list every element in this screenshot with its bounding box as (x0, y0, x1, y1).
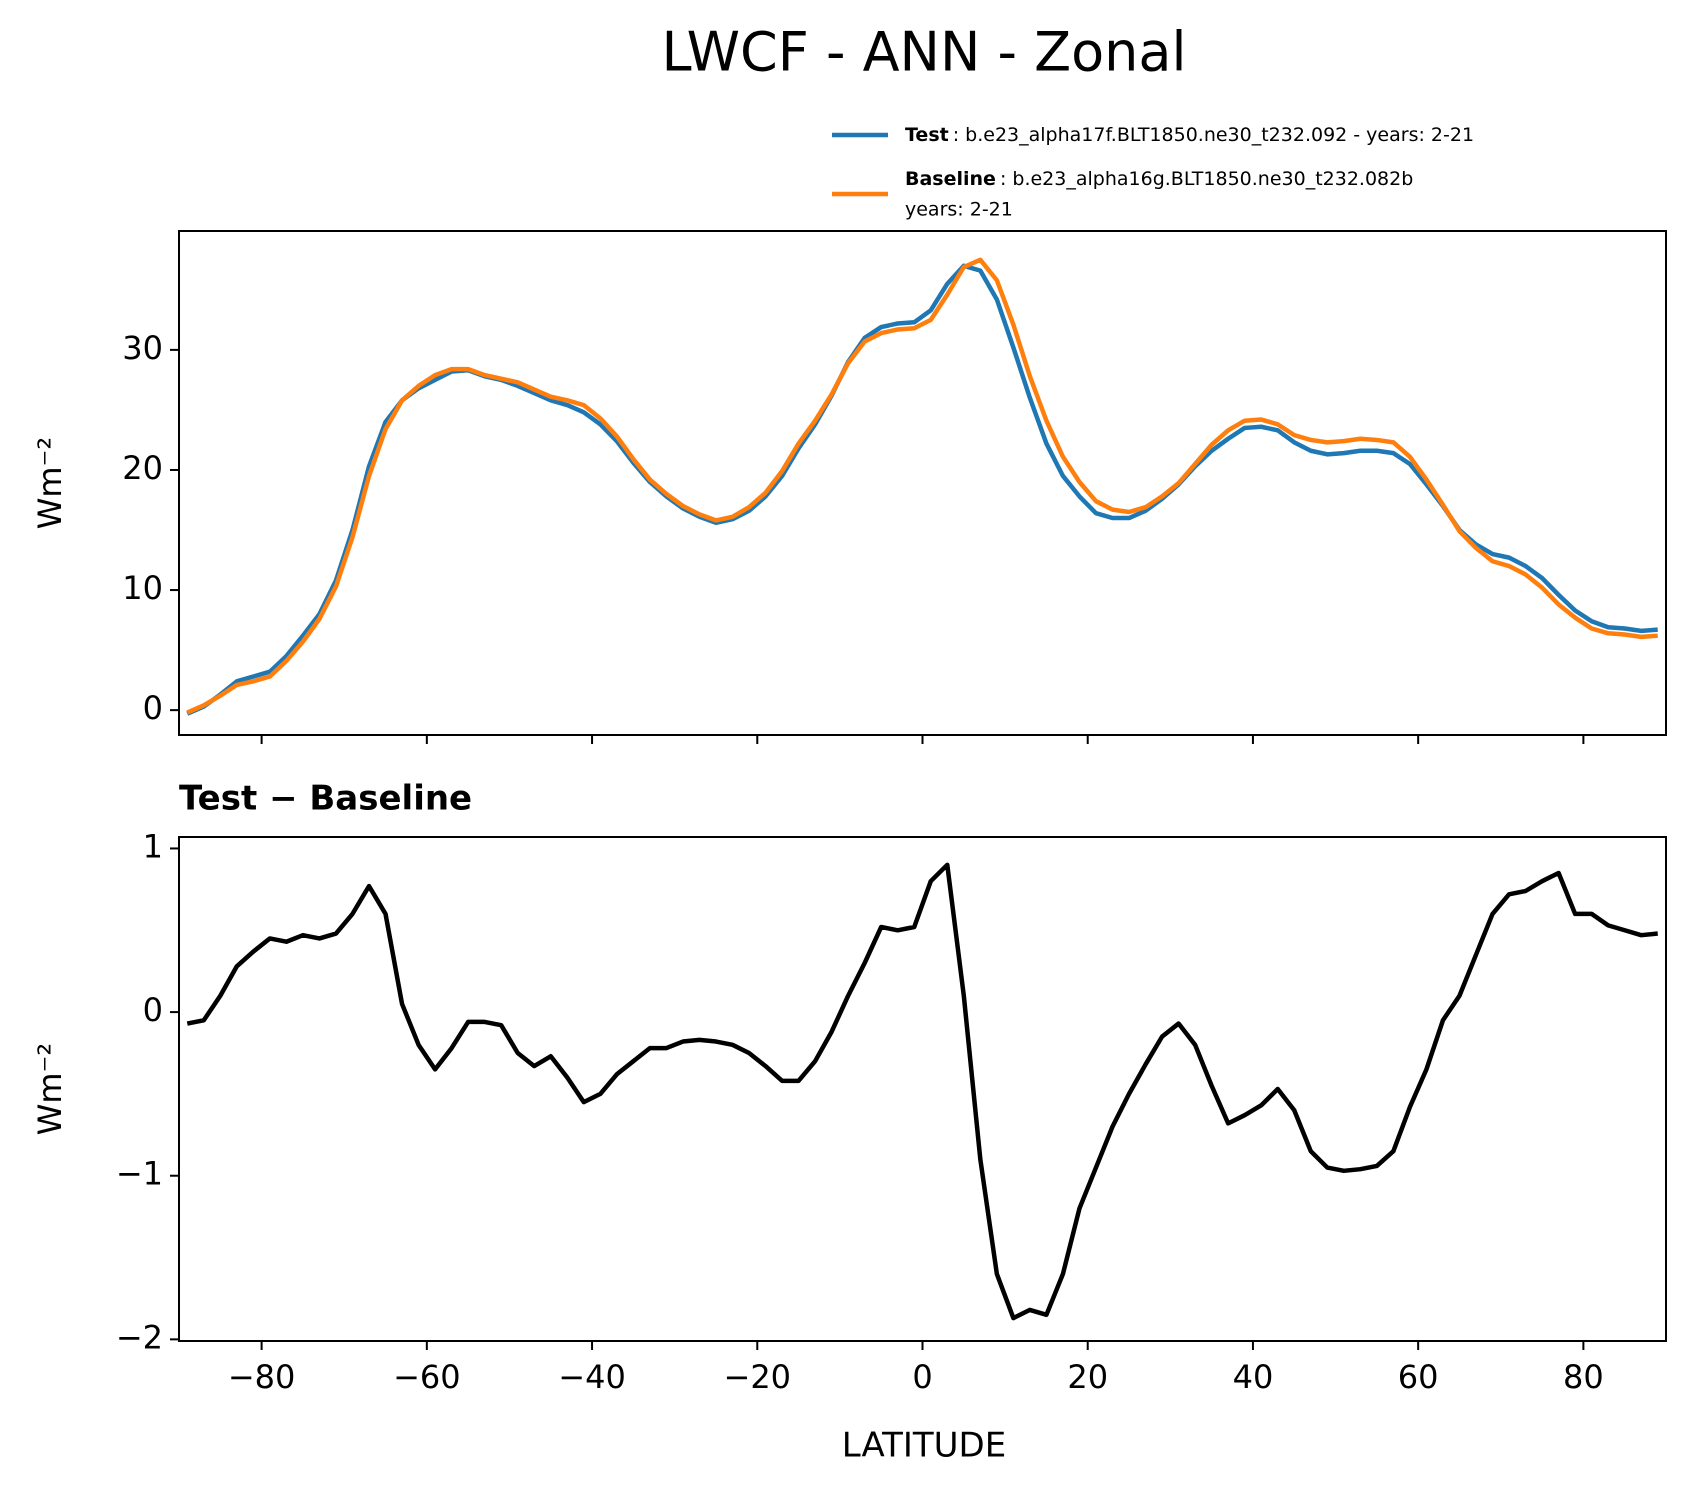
series-line (186, 263, 1658, 716)
x-tick-label: −20 (724, 1358, 792, 1396)
x-tick-label: −60 (393, 1358, 461, 1396)
y-tick-label: 10 (122, 569, 163, 607)
x-tick-label: −40 (558, 1358, 626, 1396)
legend-description: : b.e23_alpha16g.BLT1850.ne30_t232.082b (1000, 168, 1413, 190)
x-tick-label: 80 (1563, 1358, 1604, 1396)
series-line (186, 862, 1658, 1321)
x-tick-label: 20 (1067, 1358, 1108, 1396)
y-tick-label: 1 (143, 827, 163, 865)
plot-area (186, 862, 1658, 1321)
y-tick-label: 0 (143, 689, 163, 727)
subtitle: Test − Baseline (179, 779, 472, 819)
y-tick-label: −2 (116, 1318, 163, 1356)
y-tick-label: −1 (116, 1155, 163, 1193)
x-axis-label: LATITUDE (842, 1426, 1006, 1466)
legend-description: years: 2-21 (905, 199, 1013, 221)
y-tick-label: 30 (122, 329, 163, 367)
x-tick-label: 0 (912, 1358, 932, 1396)
plot-area (186, 257, 1658, 716)
legend-label: Test: b.e23_alpha17f.BLT1850.ne30_t232.0… (905, 124, 1474, 146)
y-axis-label: Wm⁻² (31, 1043, 69, 1136)
y-axis-label: Wm⁻² (31, 437, 69, 530)
x-tick-label: 60 (1398, 1358, 1439, 1396)
legend-name: Test (905, 124, 949, 146)
y-tick-label: 0 (143, 991, 163, 1029)
y-tick-label: 20 (122, 449, 163, 487)
legend-description: : b.e23_alpha17f.BLT1850.ne30_t232.092 -… (953, 124, 1474, 146)
x-tick-label: 40 (1233, 1358, 1274, 1396)
legend-label: Baseline: b.e23_alpha16g.BLT1850.ne30_t2… (905, 168, 1413, 190)
chart-title: LWCF - ANN - Zonal (662, 21, 1187, 84)
legend-name: Baseline (905, 168, 996, 190)
series-line (186, 257, 1658, 715)
x-tick-label: −80 (228, 1358, 296, 1396)
